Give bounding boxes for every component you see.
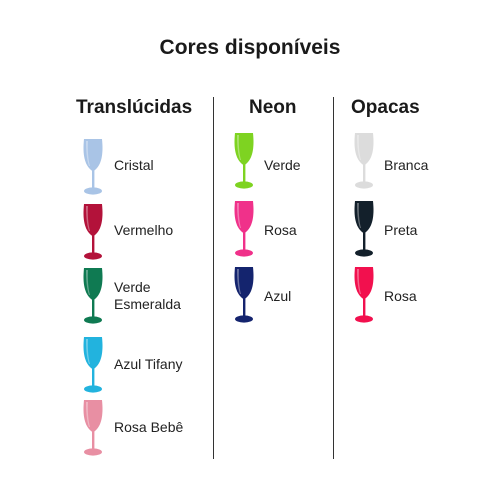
wine-glass-icon (80, 137, 106, 197)
wine-glass-icon (80, 398, 106, 458)
wine-glass-icon (80, 266, 106, 326)
wine-glass-icon (231, 265, 257, 325)
wine-glass-icon (351, 265, 377, 325)
color-label: Rosa (264, 222, 297, 238)
color-label: Verde Esmeralda (114, 279, 181, 312)
color-label: Preta (384, 222, 418, 238)
wine-glass-icon (80, 335, 106, 395)
column-heading-neon: Neon (249, 97, 297, 118)
color-label: Cristal (114, 157, 154, 173)
column-heading-opacas: Opacas (351, 97, 420, 118)
color-label: Branca (384, 157, 429, 173)
color-label: Verde (264, 157, 301, 173)
wine-glass-icon (231, 131, 257, 191)
column-divider (213, 97, 214, 459)
wine-glass-icon (351, 131, 377, 191)
color-label: Vermelho (114, 222, 174, 238)
wine-glass-icon (231, 199, 257, 259)
color-label: Rosa Bebê (114, 419, 184, 435)
color-label: Azul Tifany (114, 356, 183, 372)
color-label: Azul (264, 288, 292, 304)
color-label: Rosa (384, 288, 417, 304)
column-divider (333, 97, 334, 459)
page-title: Cores disponíveis (159, 36, 341, 59)
wine-glass-icon (351, 199, 377, 259)
column-heading-translucidas: Translúcidas (76, 97, 193, 118)
wine-glass-icon (80, 202, 106, 262)
